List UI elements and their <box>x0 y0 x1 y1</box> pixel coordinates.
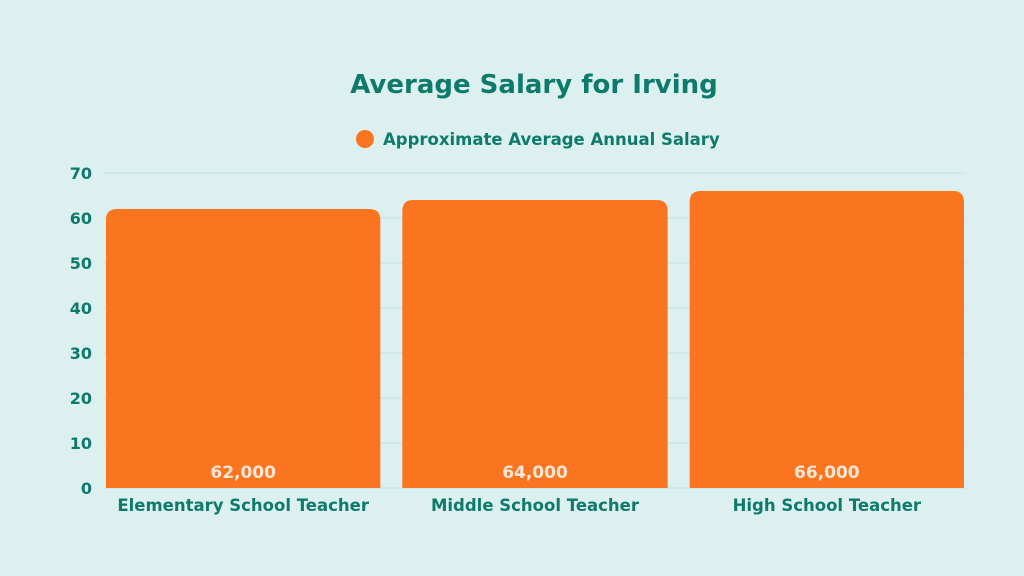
legend: Approximate Average Annual Salary <box>356 130 720 149</box>
legend-label: Approximate Average Annual Salary <box>383 130 720 149</box>
bar <box>402 200 668 488</box>
y-tick-label: 30 <box>70 344 92 363</box>
y-tick-label: 20 <box>70 389 92 408</box>
data-label: 64,000 <box>502 463 568 483</box>
y-tick-label: 70 <box>70 164 92 183</box>
legend-marker <box>356 130 374 148</box>
y-axis-ticks: 0 10 20 30 40 50 60 70 <box>70 164 92 498</box>
y-tick-label: 60 <box>70 209 92 228</box>
y-tick-label: 40 <box>70 299 92 318</box>
x-axis-labels: Elementary School Teacher Middle School T… <box>117 496 922 515</box>
data-labels: 62,000 64,000 66,000 <box>210 463 859 483</box>
y-tick-label: 0 <box>81 479 92 498</box>
data-label: 66,000 <box>794 463 860 483</box>
bar <box>106 209 381 488</box>
x-category-label: High School Teacher <box>733 496 922 515</box>
y-tick-label: 10 <box>70 434 92 453</box>
chart-title: Average Salary for Irving <box>350 70 718 100</box>
data-label: 62,000 <box>210 463 276 483</box>
x-category-label: Middle School Teacher <box>431 496 640 515</box>
y-tick-label: 50 <box>70 254 92 273</box>
bar <box>689 191 964 488</box>
bars <box>106 191 964 488</box>
x-category-label: Elementary School Teacher <box>117 496 369 515</box>
